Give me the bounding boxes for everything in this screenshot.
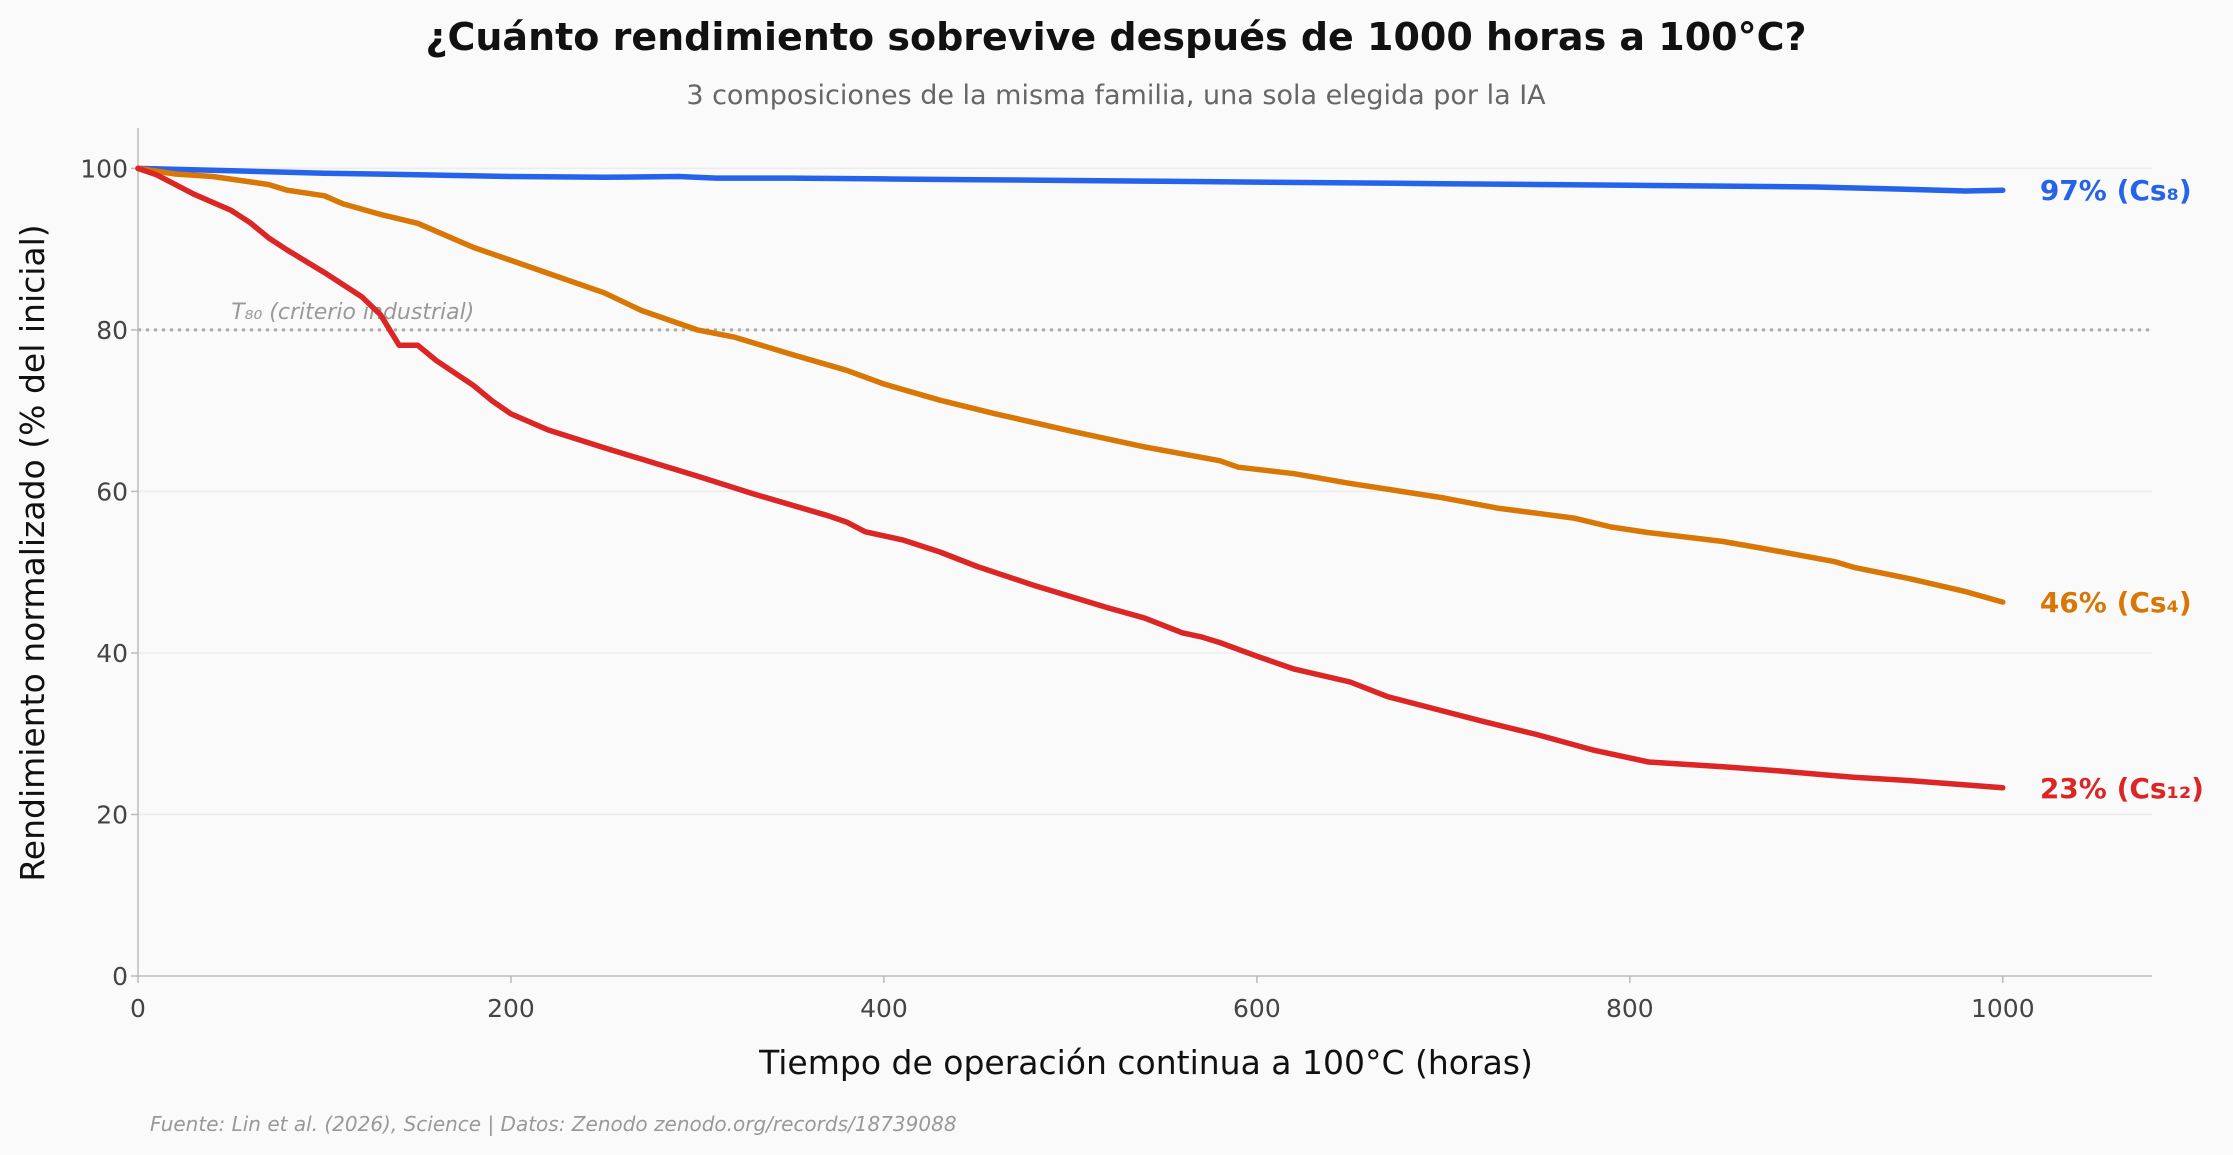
y-axis-label: Rendimiento normalizado (% del inicial) xyxy=(13,224,52,881)
source-note: Fuente: Lin et al. (2026), Science | Dat… xyxy=(150,1112,957,1136)
x-axis-label: Tiempo de operación continua a 100°C (ho… xyxy=(758,1043,1533,1082)
y-tick-label: 60 xyxy=(96,477,128,506)
x-tick-label: 600 xyxy=(1233,994,1281,1023)
x-tick-label: 400 xyxy=(860,994,908,1023)
x-ticks: 0 200 400 600 800 1000 xyxy=(130,976,2035,1023)
y-tick-label: 80 xyxy=(96,316,128,345)
axes xyxy=(137,128,2152,977)
x-tick-label: 0 xyxy=(130,994,146,1023)
y-tick-label: 20 xyxy=(96,800,128,829)
gridlines xyxy=(138,167,2152,816)
chart-subtitle: 3 composiciones de la misma familia, una… xyxy=(686,80,1546,111)
x-tick-label: 1000 xyxy=(1971,994,2035,1023)
series-end-label-2: 23% (Cs₁₂) xyxy=(2040,772,2204,805)
series-line-1 xyxy=(135,165,2006,605)
end-labels: 97% (Cs₈) 46% (Cs₄) 23% (Cs₁₂) xyxy=(2040,174,2204,805)
series-lines xyxy=(135,165,2006,791)
series-line-0 xyxy=(135,165,2006,194)
t80-reference-label: T₈₀ (criterio industrial) xyxy=(231,300,474,325)
y-tick-label: 40 xyxy=(96,639,128,668)
chart-title: ¿Cuánto rendimiento sobrevive después de… xyxy=(425,15,1806,59)
series-end-label-0: 97% (Cs₈) xyxy=(2040,174,2192,207)
reference-line-group: T₈₀ (criterio industrial) xyxy=(138,300,2152,332)
series-end-label-1: 46% (Cs₄) xyxy=(2040,586,2192,619)
y-tick-label: 100 xyxy=(80,154,128,183)
y-ticks: 0 20 40 60 80 100 xyxy=(80,154,138,991)
x-tick-label: 200 xyxy=(487,994,535,1023)
x-tick-label: 800 xyxy=(1606,994,1654,1023)
y-tick-label: 0 xyxy=(112,962,128,991)
series-line-2 xyxy=(135,165,2006,791)
